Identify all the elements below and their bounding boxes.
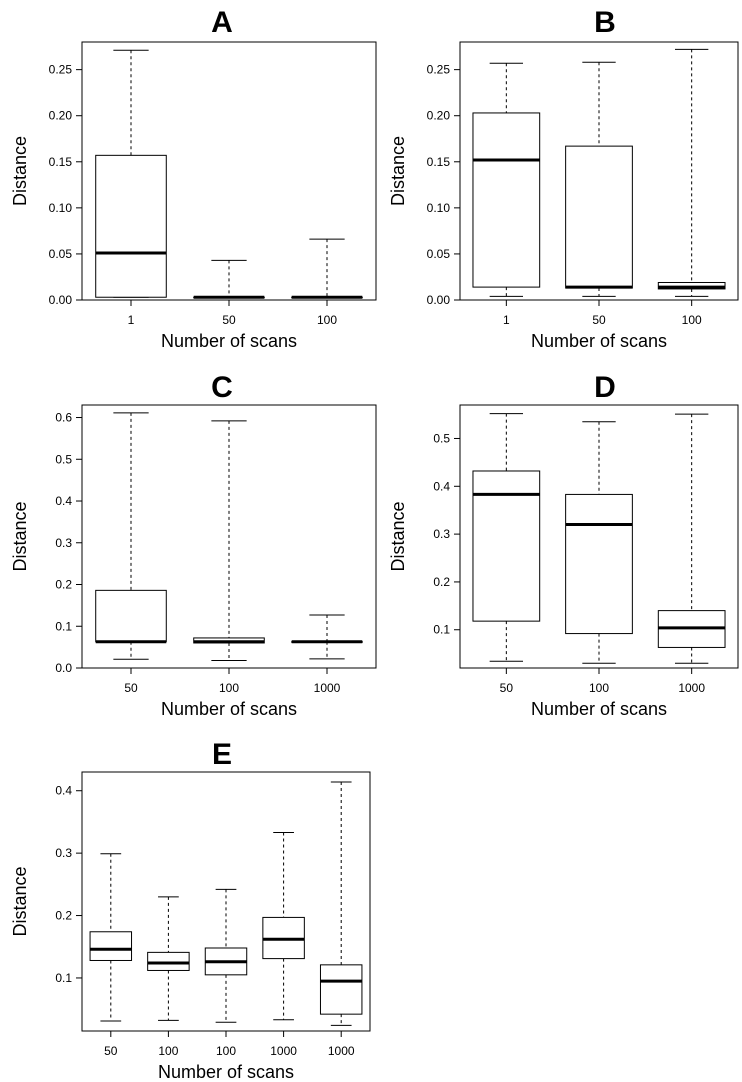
y-axis-title: Distance bbox=[388, 501, 408, 571]
x-tick-label: 1000 bbox=[328, 1044, 355, 1058]
box-100 bbox=[657, 48, 726, 297]
y-tick-label: 0.3 bbox=[433, 527, 450, 541]
y-tick-label: 0.4 bbox=[433, 479, 450, 493]
y-tick-label: 0.6 bbox=[55, 411, 72, 425]
box-50 bbox=[95, 412, 167, 660]
y-tick-label: 0.05 bbox=[427, 247, 451, 261]
y-tick-label: 0.0 bbox=[55, 661, 72, 675]
y-tick-label: 0.5 bbox=[55, 452, 72, 466]
y-tick-label: 0.5 bbox=[433, 431, 450, 445]
y-tick-label: 0.3 bbox=[55, 536, 72, 550]
x-tick-label: 1000 bbox=[270, 1044, 297, 1058]
iqr-box bbox=[95, 589, 167, 643]
x-tick-label: 50 bbox=[124, 681, 138, 695]
iqr-box bbox=[95, 154, 167, 298]
y-axis-title: Distance bbox=[10, 136, 30, 206]
x-tick-label: 100 bbox=[317, 313, 337, 327]
y-tick-label: 0.3 bbox=[55, 846, 72, 860]
panel-title: C bbox=[211, 371, 233, 404]
y-axis-title: Distance bbox=[388, 136, 408, 206]
y-tick-label: 0.20 bbox=[427, 109, 451, 123]
box-1 bbox=[472, 62, 541, 297]
iqr-box bbox=[565, 493, 633, 635]
y-tick-label: 0.25 bbox=[427, 63, 451, 77]
x-tick-label: 100 bbox=[589, 681, 609, 695]
x-tick-label: 100 bbox=[158, 1044, 178, 1058]
box-1000 bbox=[319, 781, 363, 1026]
box-1 bbox=[95, 49, 167, 298]
panel-D: D 0.1 0.2 0.3 0.4 0.5 50 100 1000 Number of scans… bbox=[388, 371, 739, 719]
y-axis-title: Distance bbox=[10, 501, 30, 571]
x-tick-label: 50 bbox=[222, 313, 236, 327]
box-50 bbox=[89, 853, 133, 1022]
panel-title: B bbox=[594, 6, 616, 39]
y-tick-label: 0.00 bbox=[427, 293, 451, 307]
panel-title: E bbox=[212, 738, 232, 771]
iqr-box bbox=[89, 931, 133, 961]
box-50 bbox=[472, 413, 541, 662]
box-50 bbox=[193, 259, 265, 299]
y-axis-title: Distance bbox=[10, 866, 30, 936]
y-tick-label: 0.10 bbox=[427, 201, 451, 215]
y-tick-label: 0.4 bbox=[55, 494, 72, 508]
iqr-box bbox=[472, 470, 541, 622]
x-tick-label: 50 bbox=[104, 1044, 118, 1058]
box-50 bbox=[565, 61, 633, 297]
x-tick-label: 1 bbox=[503, 313, 510, 327]
box-100 bbox=[565, 421, 633, 664]
panel-A: A 0.00 0.05 0.10 0.15 0.20 0.25 1 50 100 Number of… bbox=[10, 6, 377, 351]
panel-B: B 0.00 0.05 0.10 0.15 0.20 0.25 1 50 100 Number of… bbox=[388, 6, 739, 351]
x-tick-label: 100 bbox=[216, 1044, 236, 1058]
y-tick-label: 0.15 bbox=[49, 155, 73, 169]
x-axis-title: Number of scans bbox=[531, 699, 667, 719]
box-1000 bbox=[657, 413, 726, 664]
x-tick-label: 100 bbox=[219, 681, 239, 695]
y-tick-label: 0.1 bbox=[55, 619, 72, 633]
iqr-box bbox=[472, 112, 541, 288]
panel-title: A bbox=[211, 6, 233, 39]
box-100 bbox=[204, 888, 248, 1023]
x-axis-title: Number of scans bbox=[161, 331, 297, 351]
x-tick-label: 1000 bbox=[678, 681, 705, 695]
y-tick-label: 0.00 bbox=[49, 293, 73, 307]
iqr-box bbox=[147, 951, 190, 971]
x-tick-label: 1 bbox=[128, 313, 135, 327]
x-tick-label: 1000 bbox=[314, 681, 341, 695]
panel-C: C 0.0 0.1 0.2 0.3 0.4 0.5 0.6 50 100 1000 Number of… bbox=[10, 371, 377, 719]
y-tick-label: 0.2 bbox=[55, 578, 72, 592]
y-tick-label: 0.2 bbox=[55, 909, 72, 923]
y-tick-label: 0.25 bbox=[49, 63, 73, 77]
box-1000 bbox=[291, 614, 363, 660]
box-100 bbox=[193, 420, 265, 661]
y-tick-label: 0.15 bbox=[427, 155, 451, 169]
y-tick-label: 0.2 bbox=[433, 575, 450, 589]
x-tick-label: 50 bbox=[500, 681, 514, 695]
y-tick-label: 0.20 bbox=[49, 109, 73, 123]
x-tick-label: 100 bbox=[682, 313, 702, 327]
box-100 bbox=[147, 896, 190, 1021]
iqr-box bbox=[565, 145, 633, 289]
box-1000 bbox=[262, 832, 305, 1021]
x-axis-title: Number of scans bbox=[158, 1062, 294, 1082]
y-tick-label: 0.10 bbox=[49, 201, 73, 215]
x-axis-title: Number of scans bbox=[531, 331, 667, 351]
y-tick-label: 0.1 bbox=[433, 623, 450, 637]
x-tick-label: 50 bbox=[592, 313, 606, 327]
y-tick-label: 0.4 bbox=[55, 784, 72, 798]
panel-title: D bbox=[594, 371, 616, 404]
box-100 bbox=[291, 238, 363, 299]
y-tick-label: 0.1 bbox=[55, 971, 72, 985]
iqr-box bbox=[319, 964, 363, 1015]
x-axis-title: Number of scans bbox=[161, 699, 297, 719]
y-tick-label: 0.05 bbox=[49, 247, 73, 261]
panel-E: E 0.1 0.2 0.3 0.4 50 100 100 1000 1000 Number of s… bbox=[10, 738, 371, 1082]
